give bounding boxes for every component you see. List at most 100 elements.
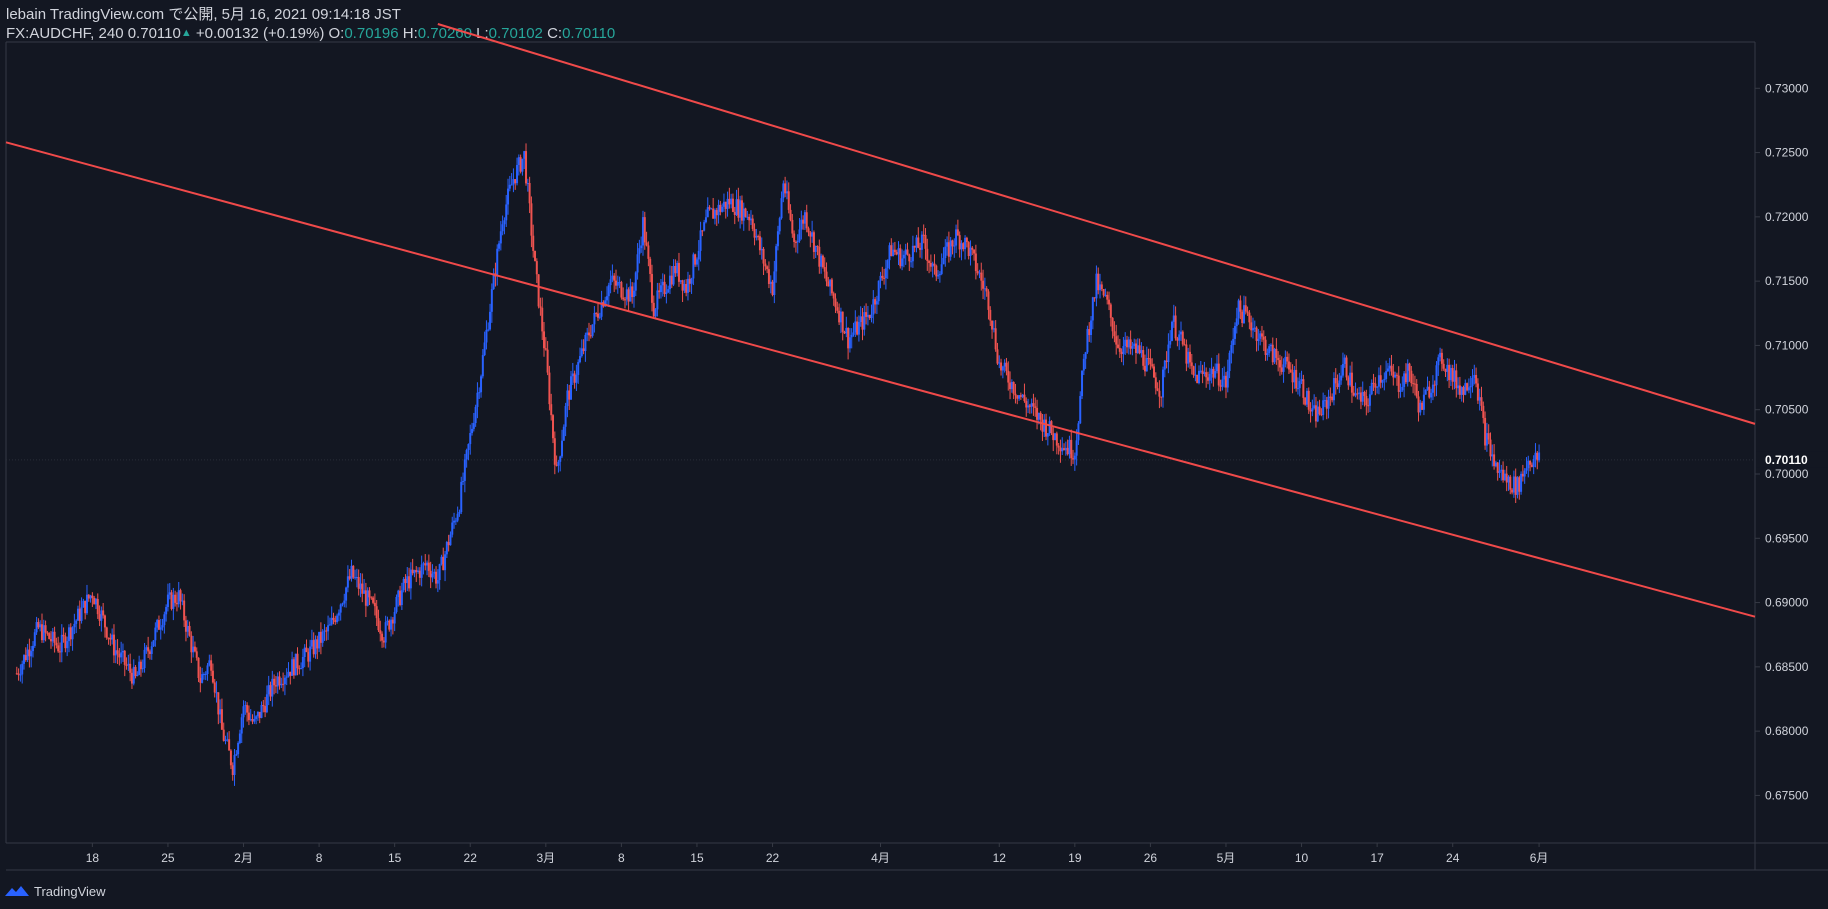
candle-body bbox=[1388, 365, 1391, 369]
candle-body bbox=[445, 542, 448, 555]
trendlines bbox=[5, 23, 1756, 618]
candle-body bbox=[134, 666, 137, 677]
time-tick-label: 3月 bbox=[536, 851, 555, 865]
candle-body bbox=[973, 249, 976, 254]
time-tick-label: 22 bbox=[464, 851, 478, 865]
candle-body bbox=[1194, 374, 1197, 376]
candle-body bbox=[1302, 379, 1305, 398]
candle-body bbox=[998, 362, 1001, 364]
candle-body bbox=[1036, 407, 1039, 420]
candle-body bbox=[613, 275, 616, 281]
close-value: 0.70110 bbox=[562, 25, 616, 42]
candle-body bbox=[1358, 392, 1361, 394]
candle-body bbox=[1502, 469, 1505, 481]
candle-body bbox=[586, 332, 589, 335]
candle-body bbox=[1314, 405, 1317, 422]
candle-body bbox=[1275, 348, 1278, 358]
tradingview-logo-icon bbox=[5, 886, 29, 896]
candle-body bbox=[1142, 350, 1145, 366]
candle-body bbox=[1401, 386, 1404, 391]
candle-body bbox=[1446, 364, 1449, 372]
candle-body bbox=[116, 650, 119, 654]
candle-body bbox=[1117, 344, 1120, 348]
candle-body bbox=[1280, 367, 1283, 372]
candle-body bbox=[1138, 345, 1141, 354]
candle-body bbox=[17, 673, 20, 675]
candle-body bbox=[762, 248, 765, 264]
candle-body bbox=[1503, 473, 1506, 481]
candle-body bbox=[1341, 363, 1344, 376]
candle-body bbox=[1309, 409, 1312, 412]
candle-body bbox=[919, 247, 922, 250]
candle-body bbox=[199, 678, 202, 683]
candle-body bbox=[911, 245, 914, 262]
candle-body bbox=[767, 269, 770, 284]
candle-body bbox=[670, 275, 673, 285]
candle-body bbox=[1251, 328, 1254, 331]
candle-body bbox=[649, 258, 652, 274]
candle-body bbox=[1350, 372, 1353, 393]
candle-body bbox=[1106, 294, 1109, 300]
candle-body bbox=[1467, 387, 1470, 391]
candle-body bbox=[312, 640, 315, 655]
candle-body bbox=[816, 245, 819, 247]
candle-body bbox=[102, 610, 105, 616]
tradingview-footer[interactable]: TradingView bbox=[4, 880, 106, 902]
candle-body bbox=[704, 217, 707, 223]
candle-body bbox=[1086, 329, 1089, 353]
candle-body bbox=[1431, 384, 1434, 393]
candle-body bbox=[1171, 321, 1173, 341]
candle-body bbox=[942, 258, 945, 265]
candle-body bbox=[1376, 386, 1379, 388]
candle-body bbox=[543, 331, 546, 349]
candle-body bbox=[841, 311, 844, 332]
candle-body bbox=[361, 583, 364, 594]
candle-body bbox=[328, 624, 331, 626]
candle-body bbox=[550, 404, 553, 416]
candle-body bbox=[1253, 327, 1256, 329]
candle-body bbox=[1368, 394, 1371, 406]
candle-body bbox=[490, 289, 493, 312]
candle-body bbox=[1072, 458, 1075, 460]
candle-body bbox=[1232, 338, 1235, 346]
candle-body bbox=[913, 245, 916, 248]
candle-body bbox=[80, 607, 83, 621]
candle-body bbox=[485, 329, 488, 343]
candle-body bbox=[1521, 473, 1524, 477]
candle-body bbox=[1395, 374, 1398, 376]
symbol-label[interactable]: FX:AUDCHF, 240 bbox=[6, 25, 124, 42]
candle-body bbox=[976, 271, 979, 274]
candle-body bbox=[1399, 390, 1402, 392]
candle-body bbox=[593, 312, 596, 325]
candle-body bbox=[579, 356, 582, 363]
candle-body bbox=[917, 237, 920, 248]
candle-body bbox=[1332, 378, 1335, 401]
candle-body bbox=[623, 299, 626, 301]
candle-body bbox=[1070, 439, 1073, 459]
candle-body bbox=[255, 716, 258, 719]
candle-body bbox=[658, 290, 661, 293]
candle-body bbox=[348, 576, 351, 579]
time-tick-label: 19 bbox=[1068, 851, 1082, 865]
candle-body bbox=[888, 245, 891, 261]
candle-body bbox=[724, 201, 727, 209]
candle-body bbox=[1095, 273, 1098, 299]
candle-body bbox=[1428, 386, 1431, 398]
trendline bbox=[5, 141, 1756, 618]
candle-body bbox=[1048, 421, 1051, 434]
candle-body bbox=[359, 583, 362, 589]
candle-body bbox=[659, 285, 662, 293]
candle-body bbox=[580, 348, 583, 357]
candle-body bbox=[175, 602, 178, 605]
candle-body bbox=[1491, 454, 1494, 457]
candle-body bbox=[622, 297, 625, 300]
candle-body bbox=[1262, 336, 1265, 340]
candle-body bbox=[758, 236, 761, 251]
candle-body bbox=[260, 705, 263, 718]
candle-body bbox=[1392, 371, 1395, 378]
candle-body bbox=[1469, 385, 1472, 388]
candle-body bbox=[354, 577, 357, 579]
candle-body bbox=[829, 279, 832, 287]
candle-body bbox=[1041, 419, 1044, 432]
